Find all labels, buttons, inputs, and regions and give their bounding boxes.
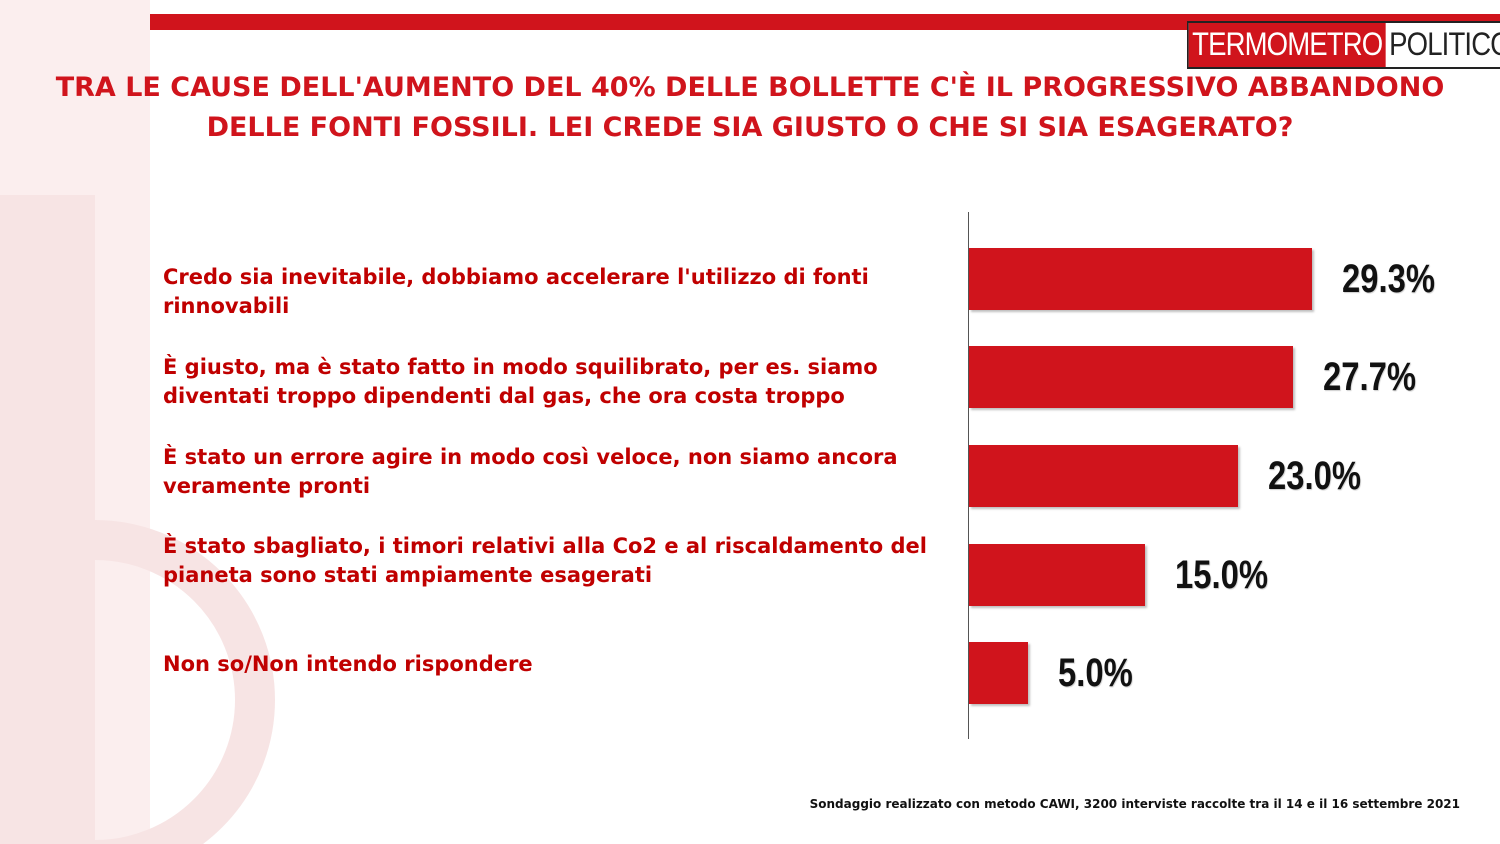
value-label: 5.0%	[1057, 651, 1133, 695]
value-label: 29.3%	[1341, 257, 1435, 301]
category-label: Credo sia inevitabile, dobbiamo accelera…	[163, 265, 869, 318]
top-accent-bar	[0, 14, 1500, 30]
bar	[969, 346, 1294, 408]
termometro-politico-logo: TERMOMETRO POLITICO	[1187, 21, 1500, 69]
bar	[969, 642, 1028, 704]
bar	[969, 248, 1312, 310]
value-label: 23.0%	[1268, 454, 1362, 498]
value-label: 15.0%	[1174, 553, 1268, 597]
logo-part-a: TERMOMETRO	[1188, 23, 1386, 67]
value-label: 27.7%	[1323, 355, 1417, 399]
category-label: Non so/Non intendo rispondere	[163, 652, 533, 676]
chart-title: TRA LE CAUSE DELL'AUMENTO DEL 40% DELLE …	[55, 72, 1445, 143]
logo-part-b: POLITICO	[1389, 26, 1500, 62]
bar	[969, 445, 1239, 507]
category-label: È giusto, ma è stato fatto in modo squil…	[163, 355, 878, 408]
bar	[969, 544, 1145, 606]
source-note: Sondaggio realizzato con metodo CAWI, 32…	[809, 797, 1460, 811]
category-axis-line	[968, 212, 969, 739]
category-label: È stato sbagliato, i timori relativi all…	[163, 534, 927, 587]
category-label: È stato un errore agire in modo così vel…	[163, 445, 898, 498]
